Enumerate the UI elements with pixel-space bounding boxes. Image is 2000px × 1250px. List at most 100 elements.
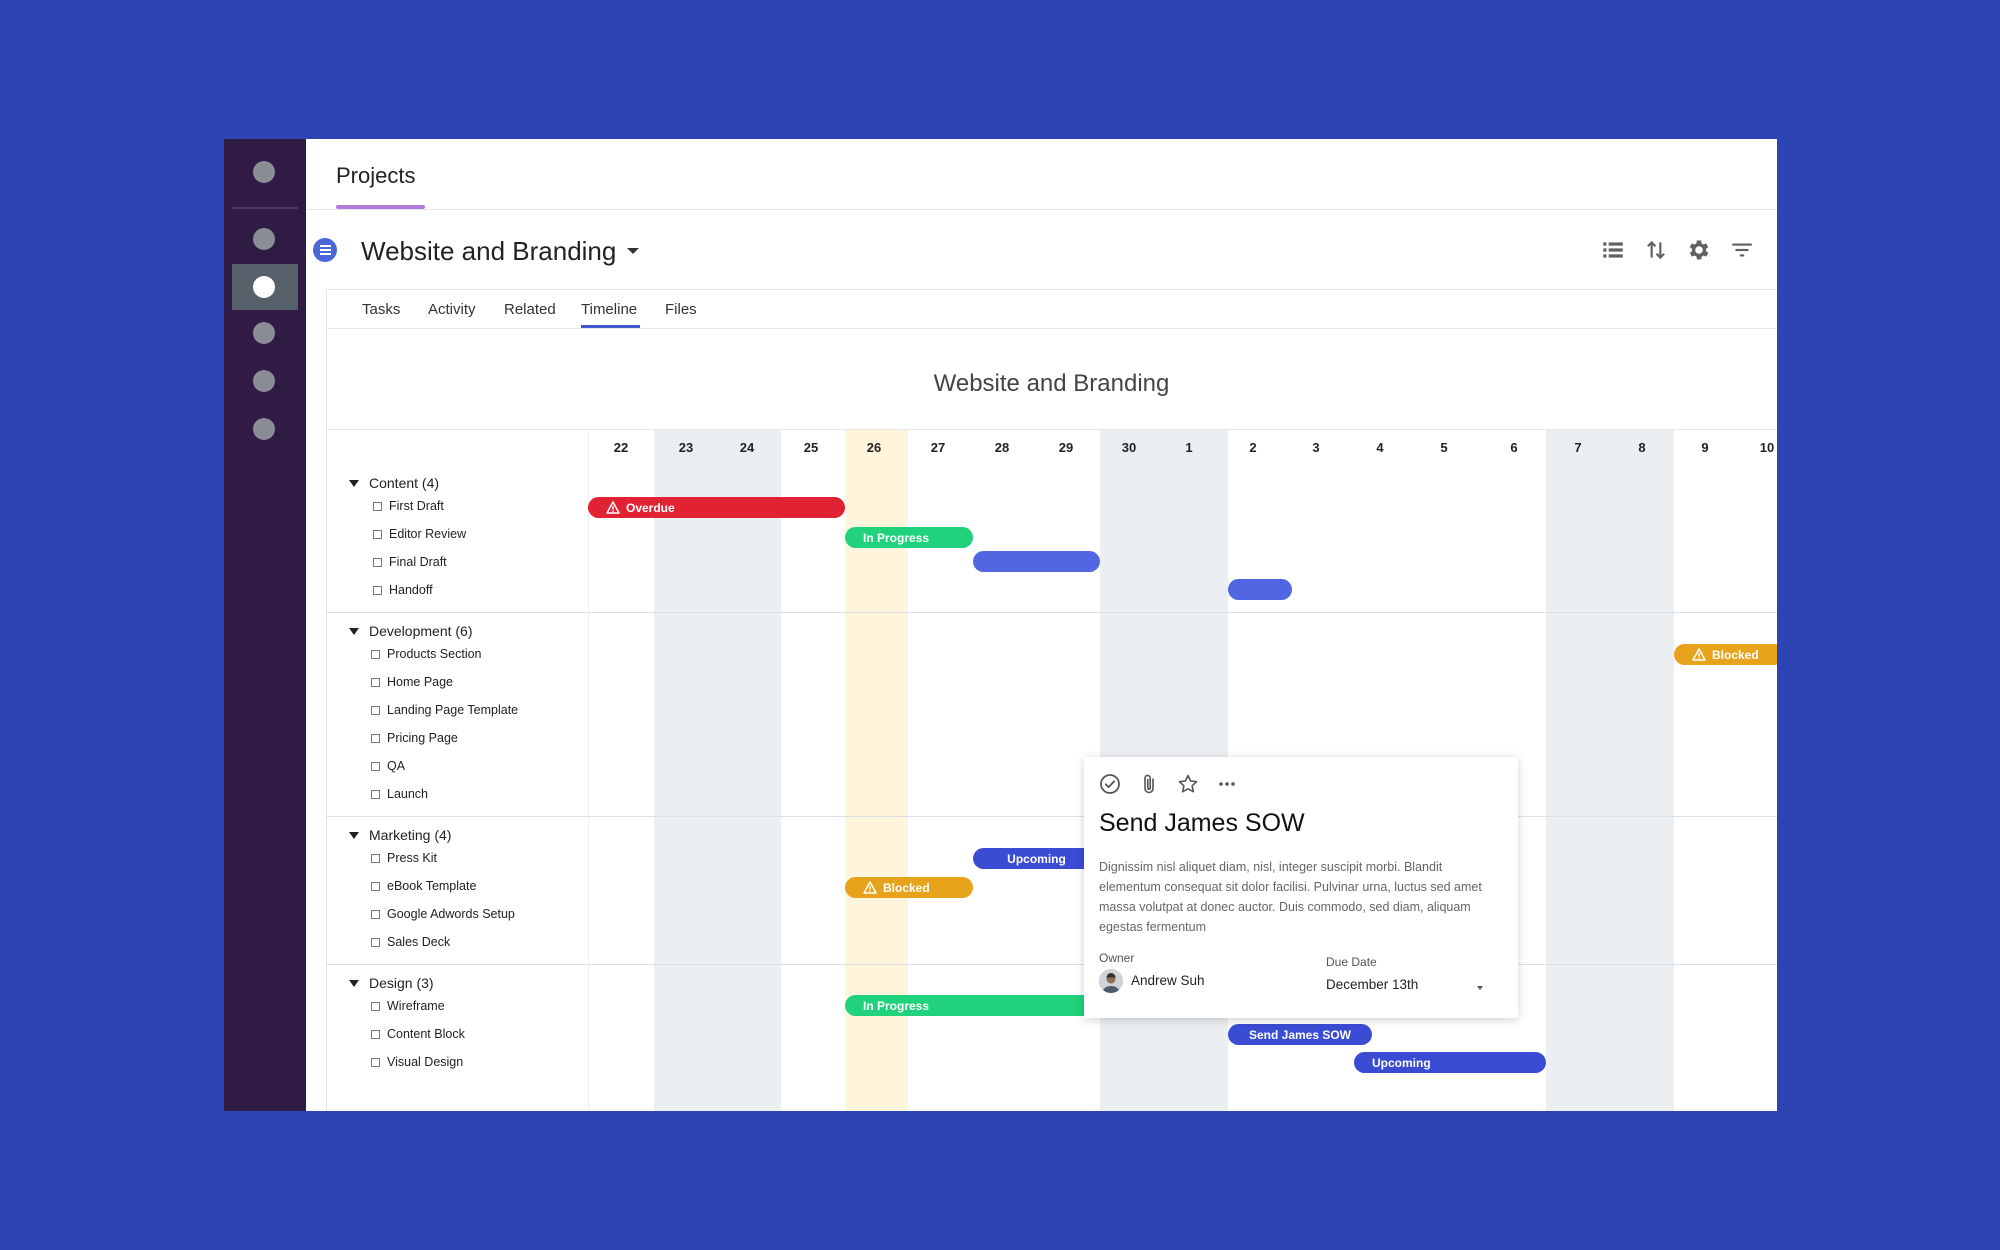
- project-dropdown-icon[interactable]: [627, 248, 639, 254]
- day-label: 1: [1185, 440, 1193, 455]
- rail-item-3[interactable]: [253, 276, 275, 298]
- task-checkbox[interactable]: [371, 853, 380, 863]
- task-detail-card: Send James SOW Dignissim nisl aliquet di…: [1084, 757, 1518, 1018]
- filter-icon[interactable]: [1729, 237, 1755, 263]
- group-label: Design (3): [369, 975, 434, 991]
- more-icon[interactable]: [1215, 772, 1239, 796]
- task-checkbox[interactable]: [373, 501, 382, 511]
- rail-item-1[interactable]: [253, 161, 275, 183]
- tab-files[interactable]: Files: [665, 301, 697, 318]
- task-checkbox[interactable]: [371, 761, 380, 771]
- tab-tasks[interactable]: Tasks: [362, 301, 401, 318]
- task-row[interactable]: QA: [371, 759, 405, 773]
- chevron-down-icon[interactable]: [1477, 986, 1483, 990]
- tab-related[interactable]: Related: [504, 301, 556, 318]
- task-checkbox[interactable]: [371, 789, 380, 799]
- task-label: Final Draft: [389, 555, 447, 569]
- sort-icon[interactable]: [1643, 237, 1669, 263]
- task-checkbox[interactable]: [371, 1029, 380, 1039]
- task-checkbox[interactable]: [371, 677, 380, 687]
- task-row[interactable]: Sales Deck: [371, 935, 450, 949]
- task-row[interactable]: Pricing Page: [371, 731, 458, 745]
- task-row[interactable]: Home Page: [371, 675, 453, 689]
- timeline-title: Website and Branding: [933, 370, 1170, 397]
- task-checkbox[interactable]: [373, 529, 382, 539]
- check-circle-icon[interactable]: [1098, 772, 1122, 796]
- task-row[interactable]: Press Kit: [371, 851, 437, 865]
- owner-name[interactable]: Andrew Suh: [1131, 973, 1205, 988]
- page-title: Projects: [336, 163, 416, 188]
- task-row[interactable]: Products Section: [371, 647, 482, 661]
- day-label: 2: [1249, 440, 1257, 455]
- task-label: Press Kit: [387, 851, 438, 865]
- task-row[interactable]: Handoff: [373, 583, 433, 597]
- bar-upcoming[interactable]: Upcoming: [973, 848, 1100, 869]
- task-label: Landing Page Template: [387, 703, 519, 717]
- collapse-icon[interactable]: [349, 831, 359, 839]
- list-icon[interactable]: [1600, 237, 1626, 263]
- bar-label: Overdue: [626, 500, 675, 515]
- task-label: eBook Template: [387, 879, 477, 893]
- task-row[interactable]: Visual Design: [371, 1055, 463, 1069]
- collapse-icon[interactable]: [349, 479, 359, 487]
- gear-icon[interactable]: [1686, 237, 1712, 263]
- task-checkbox[interactable]: [373, 557, 382, 567]
- collapse-icon[interactable]: [349, 627, 359, 635]
- rail-item-5[interactable]: [253, 370, 275, 392]
- day-label: 9: [1701, 440, 1709, 455]
- project-title[interactable]: Website and Branding: [361, 236, 617, 266]
- task-row[interactable]: Editor Review: [373, 527, 466, 541]
- task-row[interactable]: eBook Template: [371, 879, 476, 893]
- bar-upcoming[interactable]: Send James SOW: [1228, 1024, 1372, 1045]
- task-label: First Draft: [389, 499, 444, 513]
- task-checkbox[interactable]: [371, 1001, 380, 1011]
- bar-scheduled[interactable]: [1228, 579, 1292, 600]
- paperclip-icon[interactable]: [1137, 772, 1161, 796]
- task-row[interactable]: Wireframe: [371, 999, 445, 1013]
- group-marketing[interactable]: Marketing (4): [349, 827, 451, 843]
- star-icon[interactable]: [1176, 772, 1200, 796]
- group-development[interactable]: Development (6): [349, 623, 473, 639]
- task-checkbox[interactable]: [371, 733, 380, 743]
- header-divider: [306, 209, 1777, 210]
- task-label: Sales Deck: [387, 935, 451, 949]
- task-checkbox[interactable]: [371, 1057, 380, 1067]
- task-checkbox[interactable]: [371, 881, 380, 891]
- card-description: Dignissim nisl aliquet diam, nisl, integ…: [1099, 860, 1482, 934]
- task-checkbox[interactable]: [373, 585, 382, 595]
- bar-in-progress[interactable]: In Progress: [845, 527, 973, 548]
- task-row[interactable]: Launch: [371, 787, 428, 801]
- task-checkbox[interactable]: [371, 705, 380, 715]
- bar-scheduled[interactable]: [973, 551, 1100, 572]
- bar-in-progress[interactable]: In Progress: [845, 995, 1100, 1016]
- bar-overdue[interactable]: Overdue: [588, 497, 845, 518]
- task-row[interactable]: Landing Page Template: [371, 703, 518, 717]
- task-checkbox[interactable]: [371, 649, 380, 659]
- task-row[interactable]: First Draft: [373, 499, 444, 513]
- task-row[interactable]: Content Block: [371, 1027, 465, 1041]
- task-checkbox[interactable]: [371, 937, 380, 947]
- warning-icon: [606, 501, 620, 514]
- rail-item-4[interactable]: [253, 322, 275, 344]
- bar-blocked[interactable]: Blocked: [1674, 644, 1777, 665]
- task-label: Launch: [387, 787, 429, 801]
- rail-item-2[interactable]: [253, 228, 275, 250]
- day-label: 27: [930, 440, 946, 455]
- task-label: Pricing Page: [387, 731, 458, 745]
- task-row[interactable]: Google Adwords Setup: [371, 907, 515, 921]
- bar-upcoming[interactable]: Upcoming: [1354, 1052, 1546, 1073]
- day-label: 3: [1312, 440, 1320, 455]
- group-design[interactable]: Design (3): [349, 975, 434, 991]
- menu-icon[interactable]: [313, 238, 337, 262]
- day-label: 30: [1121, 440, 1137, 455]
- due-date-select[interactable]: December 13th: [1326, 977, 1419, 992]
- collapse-icon[interactable]: [349, 979, 359, 987]
- group-content[interactable]: Content (4): [349, 475, 439, 491]
- rail-item-6[interactable]: [253, 418, 275, 440]
- owner-label: Owner: [1099, 951, 1135, 965]
- task-checkbox[interactable]: [371, 909, 380, 919]
- task-row[interactable]: Final Draft: [373, 555, 447, 569]
- tab-activity[interactable]: Activity: [428, 301, 476, 318]
- bar-blocked[interactable]: Blocked: [845, 877, 973, 898]
- tab-timeline[interactable]: Timeline: [581, 301, 638, 318]
